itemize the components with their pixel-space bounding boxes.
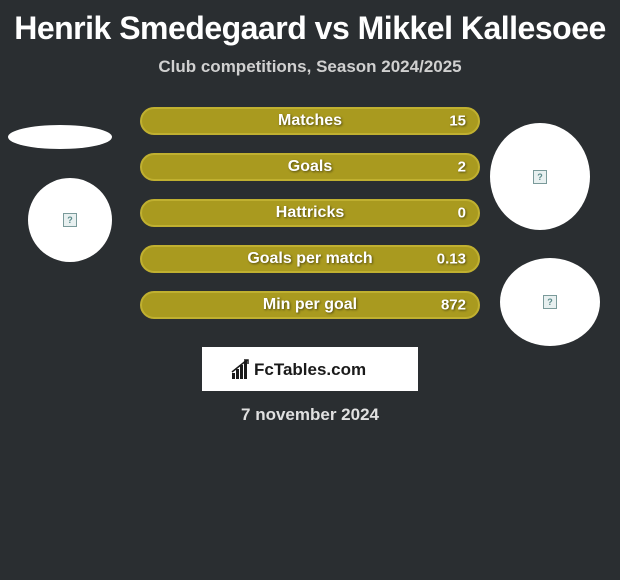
date-text: 7 november 2024 [0, 405, 620, 425]
stat-value: 872 [441, 297, 466, 314]
svg-text:FcTables.com: FcTables.com [254, 360, 366, 379]
stat-bar-goals: Goals 2 [140, 153, 480, 181]
stat-label: Matches [278, 112, 342, 130]
stat-value: 0.13 [437, 251, 466, 268]
fctables-logo-icon: FcTables.com [230, 355, 390, 383]
stat-label: Hattricks [276, 204, 344, 222]
stat-label: Min per goal [263, 296, 357, 314]
stat-label: Goals [288, 158, 332, 176]
stat-value: 0 [458, 205, 466, 222]
site-logo: FcTables.com [202, 347, 418, 391]
stat-bar-goals-per-match: Goals per match 0.13 [140, 245, 480, 273]
stat-bar-matches: Matches 15 [140, 107, 480, 135]
stats-container: Matches 15 Goals 2 Hattricks 0 Goals per… [0, 107, 620, 337]
stat-value: 2 [458, 159, 466, 176]
page-subtitle: Club competitions, Season 2024/2025 [0, 57, 620, 77]
stat-bar-hattricks: Hattricks 0 [140, 199, 480, 227]
stat-value: 15 [449, 113, 466, 130]
stat-label: Goals per match [247, 250, 372, 268]
stat-bar-min-per-goal: Min per goal 872 [140, 291, 480, 319]
page-title: Henrik Smedegaard vs Mikkel Kallesoee [0, 0, 620, 47]
